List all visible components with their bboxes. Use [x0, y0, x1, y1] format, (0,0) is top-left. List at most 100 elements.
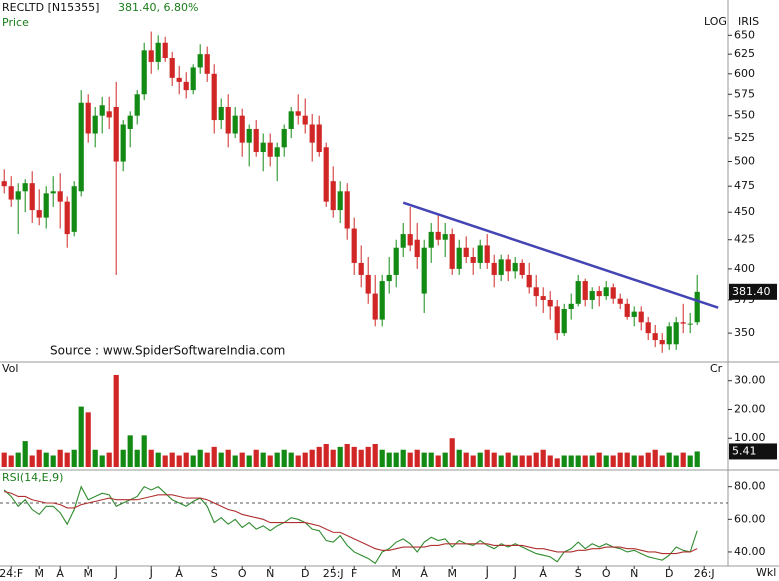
volume-bar [141, 435, 147, 467]
candle-body [694, 291, 700, 323]
candle-body [442, 234, 448, 240]
candle-body [120, 124, 126, 162]
candle-body [190, 67, 196, 91]
volume-bar [421, 452, 427, 467]
volume-bar [463, 452, 469, 467]
symbol: RECLTD [N15355] [2, 1, 99, 14]
candle-body [113, 107, 119, 162]
volume-bar [617, 452, 623, 467]
volume-bar [148, 449, 154, 467]
x-tick-label: A [56, 567, 64, 580]
volume-bar [190, 455, 196, 467]
y-tick-label: 80.00 [734, 480, 766, 493]
candle-body [330, 181, 336, 211]
x-tick-label: D [301, 567, 309, 580]
candle-body [239, 115, 245, 143]
volume-bar [316, 446, 322, 467]
candle-body [288, 111, 294, 129]
volume-bar [603, 455, 609, 467]
candle-body [554, 306, 560, 334]
volume-bar [554, 458, 560, 467]
volume-bar [22, 441, 28, 467]
candle-body [323, 147, 329, 202]
volume-bar [680, 452, 686, 467]
candle-body [155, 42, 161, 62]
source: Source : www.SpiderSoftwareIndia.com [50, 344, 285, 358]
candle-body [400, 234, 406, 248]
candle-body [666, 326, 672, 345]
volume-bar [652, 449, 658, 467]
volume-bar [484, 449, 490, 467]
candle-body [162, 42, 168, 59]
volume-bar [540, 449, 546, 467]
candle-body [183, 81, 189, 91]
candle-body [603, 287, 609, 297]
candle-body [351, 228, 357, 263]
candle-body [512, 262, 518, 272]
candle-body [267, 142, 273, 157]
candle-body [610, 287, 616, 299]
candle-body [141, 50, 147, 95]
y-tick-label: 20.00 [734, 402, 766, 415]
candle-body [337, 191, 343, 211]
volume-bar [106, 452, 112, 467]
x-tick-label: 26:J [694, 567, 715, 580]
volume-bar [582, 455, 588, 467]
x-tick-label: D [665, 567, 673, 580]
y-tick-label: 525 [734, 131, 755, 144]
volume-bar [302, 452, 308, 467]
candle-body [638, 311, 644, 323]
volume-bar [491, 452, 497, 467]
y-tick-label: 60.00 [734, 512, 766, 525]
volume-bar [232, 455, 238, 467]
candle-body [561, 309, 567, 334]
candle-body [50, 191, 56, 194]
volume-bar [29, 455, 35, 467]
y-tick-label: 625 [734, 47, 755, 60]
candle-body [491, 262, 497, 275]
volume-bar [589, 455, 595, 467]
volume-bar [512, 455, 518, 467]
volume-bar [351, 446, 357, 467]
candle-body [589, 291, 595, 300]
candle-body [85, 102, 91, 134]
candle-body [526, 274, 532, 288]
candle-body [134, 94, 140, 116]
y-tick-label: 575 [734, 87, 755, 100]
x-tick-label: J [149, 567, 153, 580]
candle-body [253, 128, 259, 153]
candle-body [540, 296, 546, 300]
volume-bar [43, 452, 49, 467]
last-value: 381.40 [732, 285, 771, 298]
volume-bar [281, 449, 287, 467]
candle-body [624, 303, 630, 317]
value-box [729, 443, 777, 460]
volume-bar [78, 406, 84, 467]
x-tick-label: A [420, 567, 428, 580]
volume-bar [162, 455, 168, 467]
candle-body [379, 281, 385, 320]
candle-body [8, 186, 14, 200]
candle-body [659, 340, 665, 345]
volume-bar [596, 452, 602, 467]
candle-body [407, 234, 413, 246]
candle-body [645, 322, 651, 334]
candle-body [176, 77, 182, 82]
volume-bar [687, 455, 693, 467]
candle-body [295, 111, 301, 116]
volume-bar [547, 455, 553, 467]
candle-body [547, 299, 553, 307]
x-tick-label: 24:F [0, 567, 23, 580]
x-tick-label: A [175, 567, 183, 580]
volume-bar [204, 452, 210, 467]
x-tick-label: J [114, 567, 118, 580]
volume-bar [169, 452, 175, 467]
x-tick-label: F [351, 567, 357, 580]
candle-body [505, 259, 511, 272]
volume-bar [239, 452, 245, 467]
candle-body [687, 323, 693, 325]
candle-body [582, 281, 588, 300]
provider: IRIS [738, 15, 759, 28]
volume-bar [197, 449, 203, 467]
volume-bar [85, 412, 91, 467]
